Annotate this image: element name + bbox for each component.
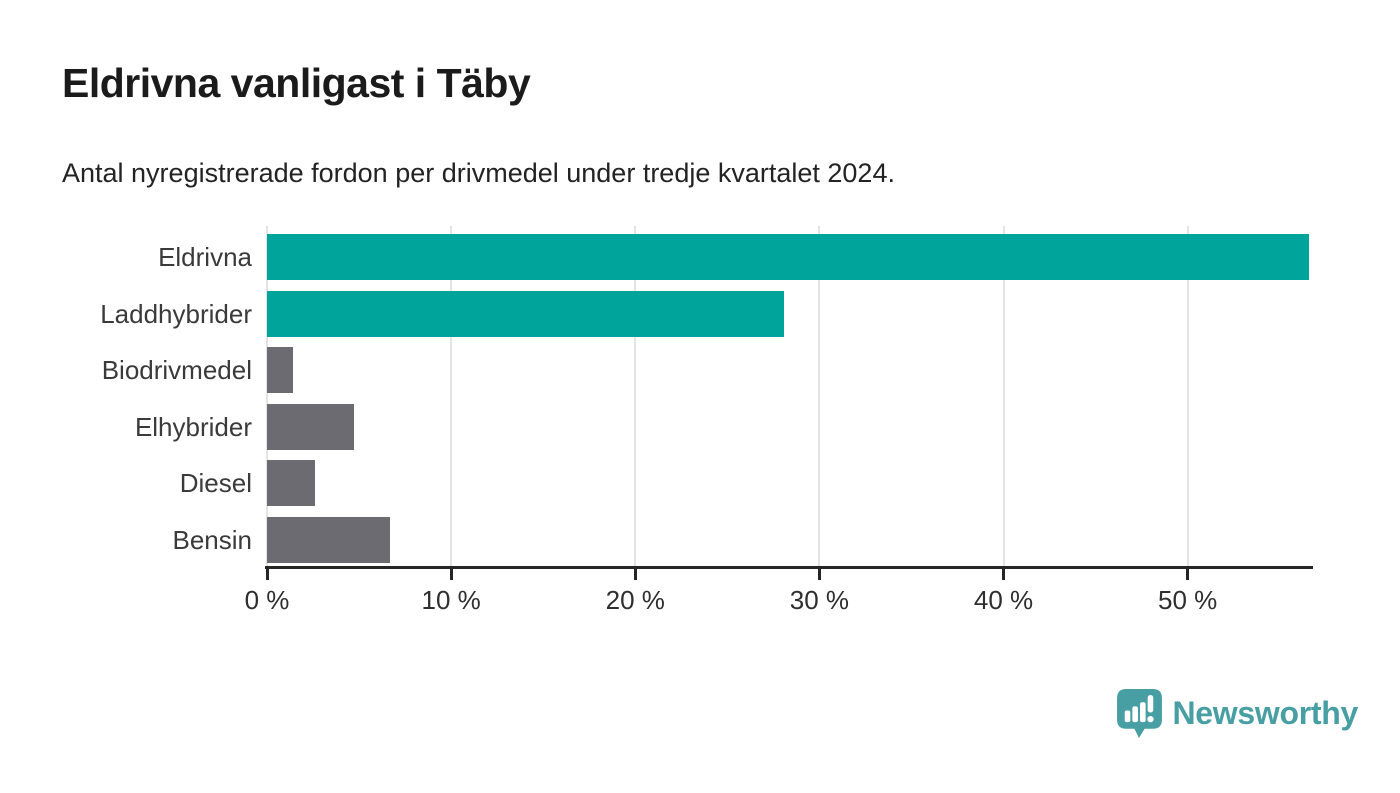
x-axis-tick [265,569,269,580]
grid-line [818,226,821,566]
bar-eldrivna [267,234,1310,280]
x-tick-label: 20 % [605,585,665,615]
plot-area [266,226,1311,566]
x-axis-tick [633,569,637,580]
x-tick-label: 40 % [973,585,1034,615]
x-axis-line [265,566,1313,569]
newsworthy-logo-icon [1116,688,1162,738]
y-axis-label: Eldrivna [158,242,252,272]
x-axis-tick [449,569,453,580]
x-tick-label: 50 % [1157,585,1218,615]
newsworthy-logo-text: Newsworthy [1172,694,1359,731]
x-tick-label: 30 % [789,585,849,615]
bar-laddhybrider [267,290,785,337]
y-axis-label: Biodrivmedel [101,355,252,386]
x-tick-label: 0 % [244,585,290,615]
chart-title: Eldrivna vanligast i Täby [62,60,531,106]
y-axis-label: Elhybrider [134,411,252,442]
bar-diesel [267,460,315,507]
x-tick-label: 10 % [421,585,481,615]
grid-line [634,226,637,566]
y-axis-label: Laddhybrider [100,298,252,329]
grid-line [1002,226,1005,566]
chart-subtitle: Antal nyregistrerade fordon per drivmede… [62,158,895,188]
bar-elhybrider [267,403,354,450]
x-axis-tick [1186,569,1190,580]
grid-line [266,226,268,566]
y-axis-label: Bensin [172,525,253,555]
bar-bensin [267,517,391,563]
bar-biodrivmedel [267,347,293,394]
x-axis-tick [1002,569,1005,580]
grid-line [1186,226,1189,566]
y-axis-label: Diesel [179,468,252,499]
grid-line [450,226,453,566]
x-axis-tick [817,569,821,580]
newsworthy-logo: Newsworthy [1116,686,1359,740]
